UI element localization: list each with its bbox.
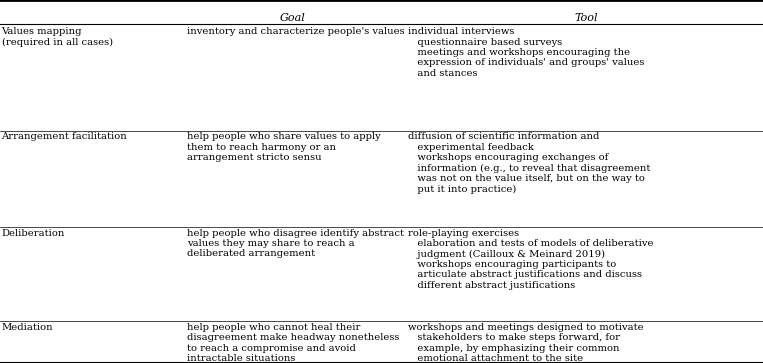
Text: Deliberation: Deliberation bbox=[2, 229, 65, 238]
Text: help people who share values to apply
them to reach harmony or an
arrangement st: help people who share values to apply th… bbox=[187, 132, 381, 162]
Text: Arrangement facilitation: Arrangement facilitation bbox=[2, 132, 127, 142]
Text: Values mapping
(required in all cases): Values mapping (required in all cases) bbox=[2, 27, 113, 47]
Text: help people who disagree identify abstract
values they may share to reach a
deli: help people who disagree identify abstra… bbox=[187, 229, 404, 258]
Text: Mediation: Mediation bbox=[2, 323, 53, 332]
Text: workshops and meetings designed to motivate
   stakeholders to make steps forwar: workshops and meetings designed to motiv… bbox=[408, 323, 644, 363]
Text: help people who cannot heal their
disagreement make headway nonetheless
to reach: help people who cannot heal their disagr… bbox=[187, 323, 399, 363]
Text: Goal: Goal bbox=[279, 13, 305, 23]
Text: diffusion of scientific information and
   experimental feedback
   workshops en: diffusion of scientific information and … bbox=[408, 132, 651, 194]
Text: individual interviews
   questionnaire based surveys
   meetings and workshops e: individual interviews questionnaire base… bbox=[408, 27, 645, 78]
Text: inventory and characterize people's values: inventory and characterize people's valu… bbox=[187, 27, 404, 36]
Text: role-playing exercises
   elaboration and tests of models of deliberative
   jud: role-playing exercises elaboration and t… bbox=[408, 229, 654, 290]
Text: Tool: Tool bbox=[575, 13, 597, 23]
